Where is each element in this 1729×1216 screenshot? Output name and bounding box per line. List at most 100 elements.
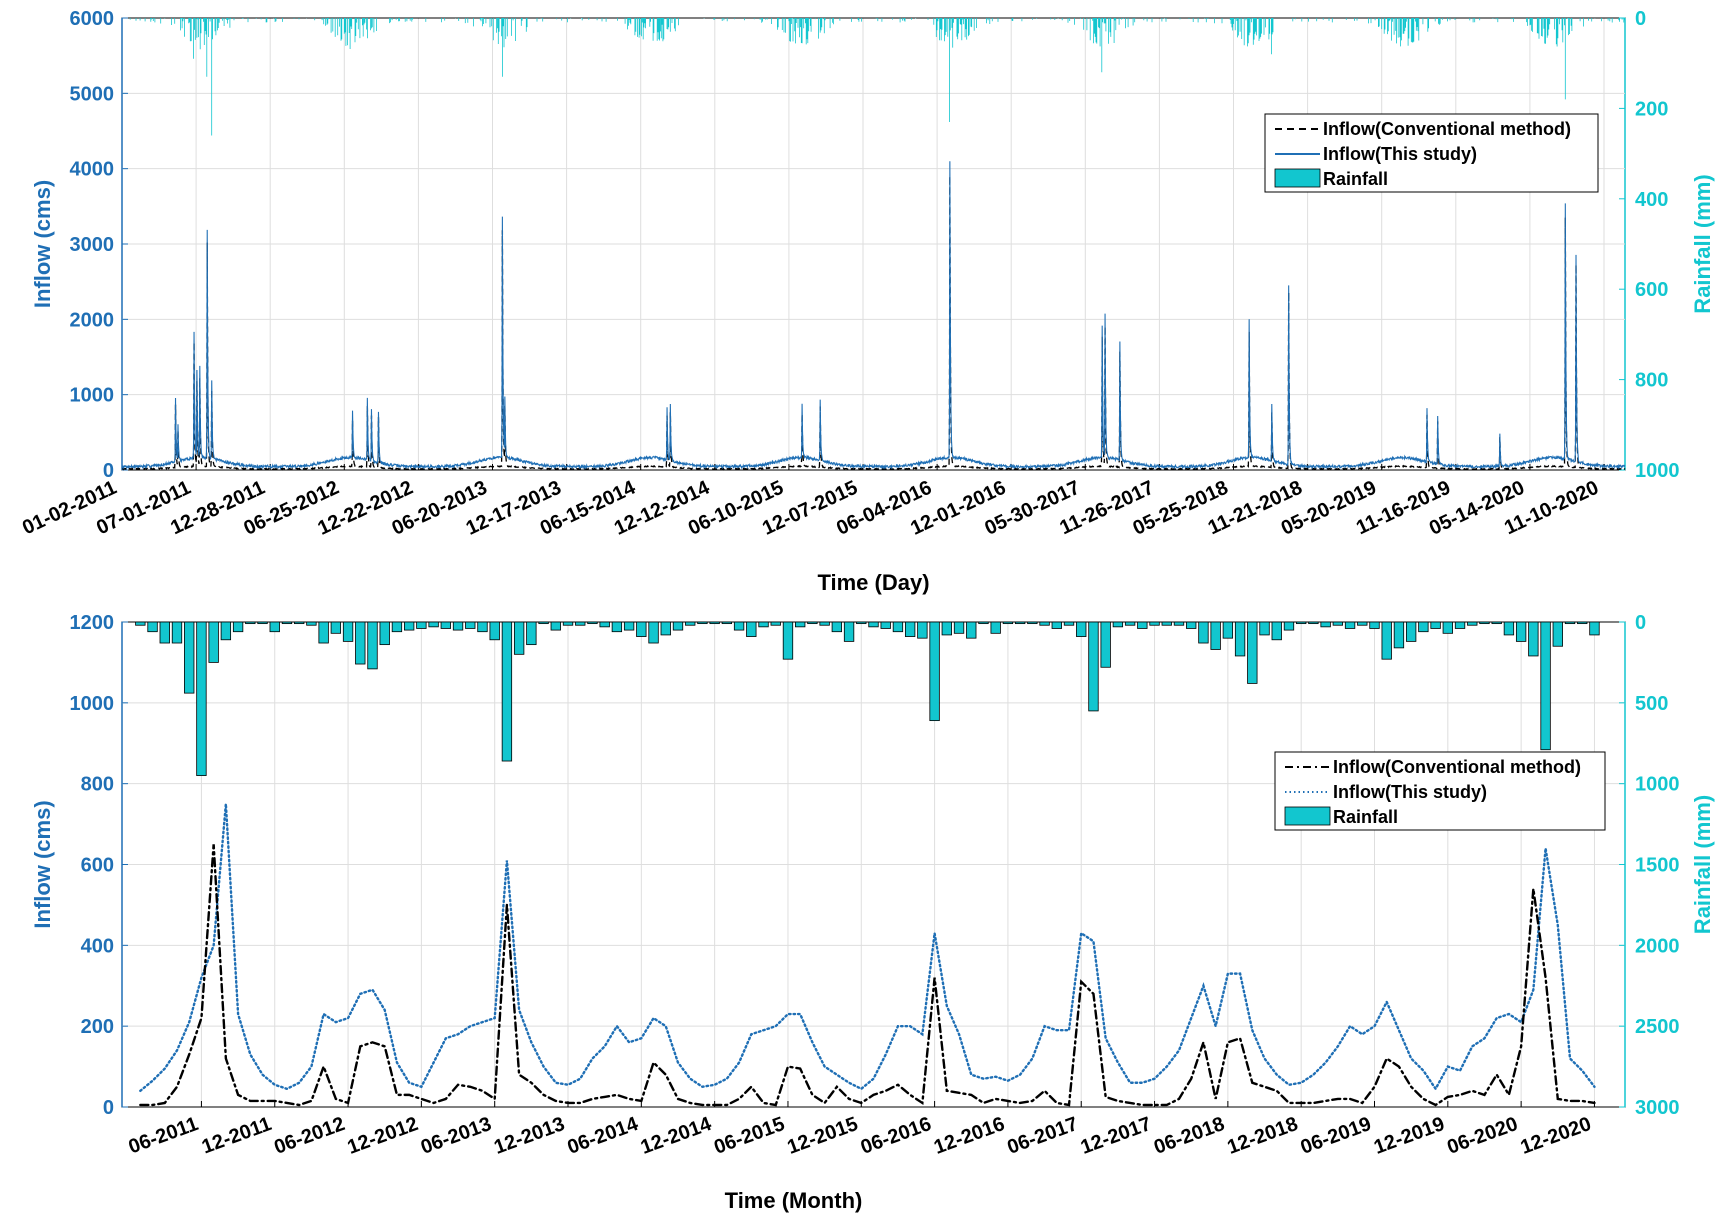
rainfall-bar — [465, 621, 476, 629]
rainfall-bar — [562, 621, 574, 626]
inflow-conventional-monthly-line — [139, 844, 1596, 1107]
rainfall-bar — [1479, 621, 1490, 625]
rainfall-bar — [660, 621, 671, 636]
rainfall-bar — [1357, 621, 1368, 626]
rainfall-bar — [636, 621, 647, 637]
right-tick-label: 1000 — [1635, 460, 1680, 482]
rainfall-bar — [1149, 621, 1160, 626]
x-tick-label: 12-2017 — [1078, 1113, 1155, 1159]
rainfall-bar — [1002, 621, 1014, 625]
rainfall-bar — [1100, 621, 1111, 668]
rainfall-bar — [1528, 621, 1539, 657]
rainfall-bar — [1076, 621, 1087, 637]
rainfall-bar — [269, 621, 280, 633]
rainfall-bar — [721, 621, 733, 625]
rainfall-bar — [1430, 621, 1441, 629]
rainfall-bar — [379, 621, 390, 646]
rainfall-bar — [1088, 621, 1099, 712]
rainfall-bar — [1577, 621, 1588, 625]
rainfall-bar — [1491, 621, 1502, 625]
rainfall-bar — [1418, 621, 1429, 633]
x-tick-label: 06-2018 — [1151, 1113, 1228, 1159]
right-tick-label: 0 — [1635, 8, 1646, 30]
rainfall-bar — [1027, 621, 1038, 625]
rainfall-bar — [685, 621, 696, 626]
left-tick-label: 4000 — [70, 159, 115, 181]
rainfall-bar — [220, 621, 232, 641]
rainfall-bar — [1320, 621, 1331, 628]
rainfall-daily-bars — [129, 18, 1625, 136]
rainfall-bar — [147, 621, 158, 633]
rainfall-bar — [1393, 621, 1405, 649]
right-axis-title: Rainfall (mm) — [1690, 174, 1715, 313]
right-tick-label: 400 — [1635, 189, 1668, 211]
left-tick-label: 1200 — [70, 612, 115, 634]
rainfall-bar — [355, 621, 366, 665]
rainfall-bar — [1454, 621, 1466, 629]
x-axis-title: Time (Month) — [725, 1188, 863, 1213]
rainfall-bar — [917, 621, 928, 639]
rainfall-bar — [733, 621, 745, 631]
rainfall-bar — [1063, 621, 1075, 626]
rainfall-bar — [978, 621, 989, 625]
rainfall-bar — [245, 621, 256, 625]
left-tick-label: 0 — [103, 1097, 114, 1119]
rainfall-bar — [929, 621, 940, 722]
rainfall-bar — [538, 621, 549, 625]
left-tick-label: 800 — [81, 774, 114, 796]
x-tick-label: 06-2015 — [711, 1113, 788, 1159]
rainfall-bar — [1564, 621, 1576, 625]
rainfall-bar — [1296, 621, 1307, 625]
rainfall-bar — [550, 621, 561, 631]
rainfall-bar — [294, 621, 305, 625]
x-tick-label: 12-2016 — [931, 1113, 1008, 1159]
rainfall-bar — [1467, 621, 1478, 626]
rainfall-bar — [208, 621, 219, 663]
rainfall-bar — [1271, 621, 1282, 641]
left-axis-title: Inflow (cms) — [30, 800, 55, 928]
inflow-this-study-monthly-line — [139, 803, 1596, 1093]
rainfall-bar — [1283, 621, 1295, 631]
rainfall-bar — [1234, 621, 1246, 657]
x-tick-label: 12-2014 — [638, 1113, 715, 1159]
rainfall-bar — [1515, 621, 1527, 642]
left-tick-label: 400 — [81, 935, 114, 957]
legend-rainfall-swatch — [1284, 806, 1331, 826]
x-tick-label: 06-2019 — [1298, 1113, 1375, 1159]
rainfall-bar — [171, 621, 183, 644]
legend-rainfall-swatch — [1274, 168, 1321, 188]
rainfall-bar — [770, 621, 781, 626]
left-tick-label: 3000 — [70, 234, 115, 256]
legend-conventional-label: Inflow(Conventional method) — [1333, 757, 1581, 777]
rainfall-bar — [1552, 621, 1563, 647]
rainfall-bar — [1210, 621, 1221, 650]
rainfall-bar — [746, 621, 757, 637]
rainfall-bar — [782, 621, 794, 660]
legend-this-study-label: Inflow(This study) — [1323, 144, 1477, 164]
rainfall-bar — [1405, 621, 1417, 642]
right-tick-label: 200 — [1635, 98, 1668, 120]
rainfall-bar — [501, 621, 513, 762]
rainfall-bar — [1222, 621, 1234, 639]
legend-rainfall-label: Rainfall — [1323, 169, 1388, 189]
rainfall-bar — [892, 621, 904, 633]
x-tick-label: 12-2020 — [1518, 1113, 1595, 1159]
left-tick-label: 1000 — [70, 693, 115, 715]
rainfall-bar — [758, 621, 769, 628]
x-tick-label: 06-2017 — [1004, 1113, 1081, 1159]
right-tick-label: 1000 — [1635, 774, 1680, 796]
rainfall-bar — [611, 621, 623, 633]
rainfall-bar — [1014, 621, 1026, 625]
left-tick-label: 200 — [81, 1016, 114, 1038]
rainfall-bar — [807, 621, 818, 625]
rainfall-bar — [1344, 621, 1356, 629]
right-tick-label: 3000 — [1635, 1097, 1680, 1119]
rainfall-bar — [196, 621, 207, 776]
rainfall-bar — [1369, 621, 1380, 629]
rainfall-bar — [159, 621, 170, 644]
rainfall-bar — [403, 621, 415, 631]
rainfall-bar — [1259, 621, 1270, 636]
left-axis-title: Inflow (cms) — [30, 180, 55, 308]
rainfall-bar — [416, 621, 427, 629]
